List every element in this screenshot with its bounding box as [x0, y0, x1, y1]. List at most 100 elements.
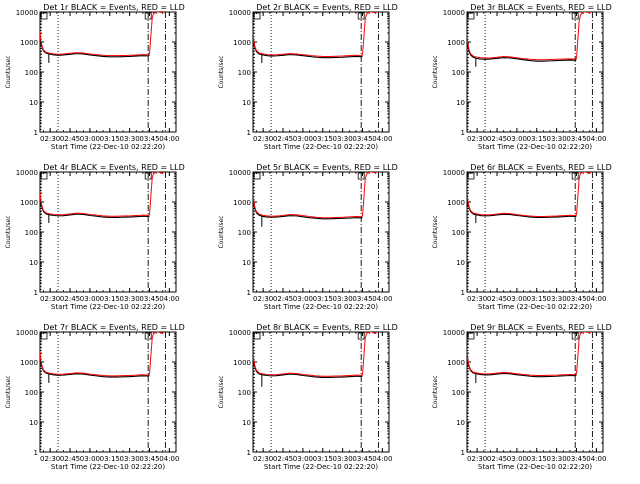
x-tick-label: 02:30: [253, 295, 273, 303]
x-tick-label: 02:30: [467, 455, 487, 463]
plot-area: [253, 172, 379, 292]
legend-box-right: [357, 12, 365, 20]
y-tick-label: 1: [247, 449, 251, 457]
series-lld-line: [253, 332, 378, 377]
x-tick-label: 03:45: [352, 455, 372, 463]
y-tick-label: 1: [247, 289, 251, 297]
y-tick-label: 1000: [233, 199, 251, 207]
series-lld-line: [40, 12, 165, 57]
detector-panel: Det 5r BLACK = Events, RED = LLD 1 10 100 10…: [218, 163, 398, 311]
x-tick-label: 03:45: [566, 455, 586, 463]
x-axis-label: Start Time (22-Dec-10 02:22:20): [264, 463, 378, 471]
y-axis-label: Counts/sec: [218, 375, 225, 408]
series-lld-line: [467, 172, 592, 217]
y-tick-label: 10: [456, 99, 465, 107]
x-axis-label: Start Time (22-Dec-10 02:22:20): [478, 463, 592, 471]
plot-frame: [39, 11, 177, 133]
x-tick-label: 03:15: [100, 135, 120, 143]
x-tick-label: 02:45: [273, 135, 293, 143]
x-tick-label: 03:00: [293, 455, 313, 463]
x-tick-label: 03:15: [527, 135, 547, 143]
legend-box-left: [253, 12, 261, 20]
x-tick-label: 03:00: [80, 455, 100, 463]
legend-box-right: [144, 332, 152, 340]
x-tick-label: 02:45: [273, 455, 293, 463]
legend-box-right: [144, 172, 152, 180]
plot-frame: [466, 171, 604, 293]
y-tick-label: 10000: [443, 169, 465, 177]
plot-area: [40, 12, 166, 132]
x-tick-label: 04:00: [586, 455, 606, 463]
series-events-line: [467, 193, 577, 219]
series-events-line: [40, 32, 150, 58]
x-tick-label: 04:00: [372, 455, 392, 463]
x-tick-label: 04:00: [586, 135, 606, 143]
plot-area: [467, 12, 593, 132]
y-tick-label: 1000: [20, 359, 38, 367]
y-tick-label: 1: [461, 289, 465, 297]
detector-panel: Det 7r BLACK = Events, RED = LLD 1 10 100 10…: [5, 323, 185, 471]
x-tick-label: 04:00: [372, 135, 392, 143]
series-events-line: [40, 193, 150, 219]
plot-title: Det 6r BLACK = Events, RED = LLD: [470, 163, 612, 172]
y-tick-label: 10: [242, 419, 251, 427]
y-tick-label: 10000: [16, 9, 38, 17]
y-axis-label: Counts/sec: [432, 375, 439, 408]
x-tick-label: 02:45: [487, 135, 507, 143]
x-tick-label: 02:30: [253, 135, 273, 143]
y-tick-label: 10: [29, 99, 38, 107]
x-tick-label: 03:00: [80, 135, 100, 143]
y-axis-label: Counts/sec: [5, 215, 12, 248]
y-tick-label: 10000: [229, 169, 251, 177]
y-tick-label: 100: [238, 229, 251, 237]
legend-box-right: [357, 172, 365, 180]
x-axis-label: Start Time (22-Dec-10 02:22:20): [478, 303, 592, 311]
plot-title: Det 8r BLACK = Events, RED = LLD: [256, 323, 398, 332]
series-events-line: [40, 352, 150, 378]
series-events-line: [253, 353, 363, 379]
series-lld-line: [467, 12, 592, 61]
x-tick-label: 02:45: [60, 455, 80, 463]
series-lld-line: [467, 332, 592, 376]
detector-panel: Det 3r BLACK = Events, RED = LLD 1 10 100 10…: [432, 3, 612, 151]
detector-panel: Det 6r BLACK = Events, RED = LLD 1 10 100 10…: [432, 163, 612, 311]
y-tick-label: 10: [456, 259, 465, 267]
x-tick-label: 03:15: [313, 455, 333, 463]
x-tick-label: 03:30: [120, 135, 140, 143]
x-tick-label: 03:30: [547, 455, 567, 463]
x-tick-label: 03:15: [100, 295, 120, 303]
legend-box-left: [40, 12, 48, 20]
series-lld-line: [40, 332, 165, 377]
x-tick-label: 03:15: [527, 295, 547, 303]
legend-box-left: [467, 12, 475, 20]
y-tick-label: 1000: [233, 359, 251, 367]
plot-area: [467, 332, 593, 452]
x-tick-label: 02:45: [273, 295, 293, 303]
x-tick-label: 03:30: [547, 135, 567, 143]
plot-area: [40, 332, 166, 452]
x-tick-label: 03:15: [313, 135, 333, 143]
x-tick-label: 03:00: [293, 135, 313, 143]
plot-area: [40, 172, 166, 292]
x-tick-label: 03:45: [566, 295, 586, 303]
plot-area: [253, 332, 379, 452]
x-tick-label: 02:45: [60, 295, 80, 303]
series-lld-line: [253, 172, 378, 219]
x-tick-label: 03:00: [507, 455, 527, 463]
y-tick-label: 10000: [229, 9, 251, 17]
x-tick-label: 03:30: [120, 295, 140, 303]
plot-frame: [252, 171, 390, 293]
y-tick-label: 1: [34, 449, 38, 457]
plot-title: Det 2r BLACK = Events, RED = LLD: [256, 3, 398, 12]
y-tick-label: 100: [238, 389, 251, 397]
x-tick-label: 03:15: [527, 455, 547, 463]
y-tick-label: 1000: [20, 199, 38, 207]
legend-box-left: [40, 332, 48, 340]
x-tick-label: 03:45: [139, 135, 159, 143]
x-tick-label: 03:00: [293, 295, 313, 303]
x-tick-label: 03:15: [100, 455, 120, 463]
x-tick-label: 03:15: [313, 295, 333, 303]
y-tick-label: 100: [452, 389, 465, 397]
x-tick-label: 04:00: [159, 295, 179, 303]
